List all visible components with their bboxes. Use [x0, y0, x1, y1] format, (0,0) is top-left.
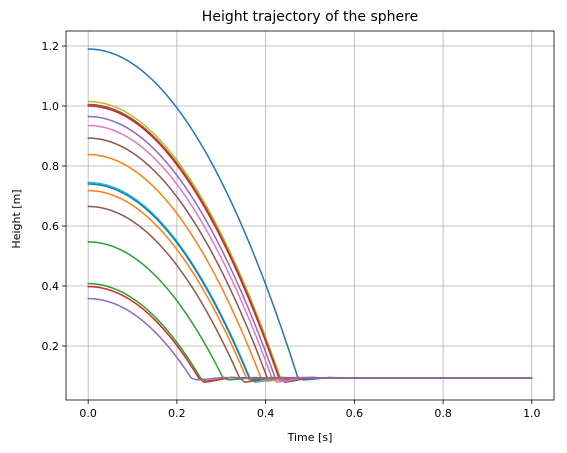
height-trajectory-line: [87, 48, 533, 381]
x-tick-label: 0.6: [346, 407, 364, 420]
height-trajectory-line: [87, 205, 533, 384]
height-trajectory-line: [87, 105, 533, 381]
y-tick-label: 0.2: [42, 340, 60, 353]
height-trajectory-line: [87, 115, 533, 382]
chart-title: Height trajectory of the sphere: [202, 9, 418, 25]
plot-series: [87, 48, 533, 384]
grid-lines: [66, 31, 554, 400]
x-tick-label: 0.2: [168, 407, 186, 420]
y-tick-label: 0.6: [42, 220, 60, 233]
x-tick-label: 0.8: [434, 407, 452, 420]
height-trajectory-line: [87, 153, 533, 382]
axis-ticks: 0.0 0.2 0.4 0.6 0.8 1.0 0.2 0.4 0.6 0.8 1.0 1.2: [42, 40, 541, 420]
height-trajectory-line: [87, 183, 533, 381]
height-trajectory-line: [87, 285, 533, 384]
y-axis-label: Height [m]: [10, 189, 23, 248]
x-tick-label: 1.0: [523, 407, 541, 420]
height-trajectory-line: [87, 297, 533, 381]
height-trajectory-line: [87, 282, 533, 382]
y-tick-label: 0.4: [42, 280, 60, 293]
x-axis-label: Time [s]: [287, 431, 333, 444]
height-trajectory-line: [87, 100, 533, 382]
y-tick-label: 1.0: [42, 100, 60, 113]
height-trajectory-line: [87, 137, 533, 381]
x-tick-label: 0.0: [79, 407, 97, 420]
height-trajectory-line: [87, 189, 533, 382]
height-trajectory-line: [87, 241, 533, 381]
y-tick-label: 0.8: [42, 160, 60, 173]
height-trajectory-line: [87, 181, 533, 384]
y-tick-label: 1.2: [42, 40, 60, 53]
plot-frame: [65, 30, 555, 401]
x-tick-label: 0.4: [257, 407, 275, 420]
height-trajectory-line: [87, 103, 533, 384]
height-trajectory-line: [87, 124, 533, 384]
